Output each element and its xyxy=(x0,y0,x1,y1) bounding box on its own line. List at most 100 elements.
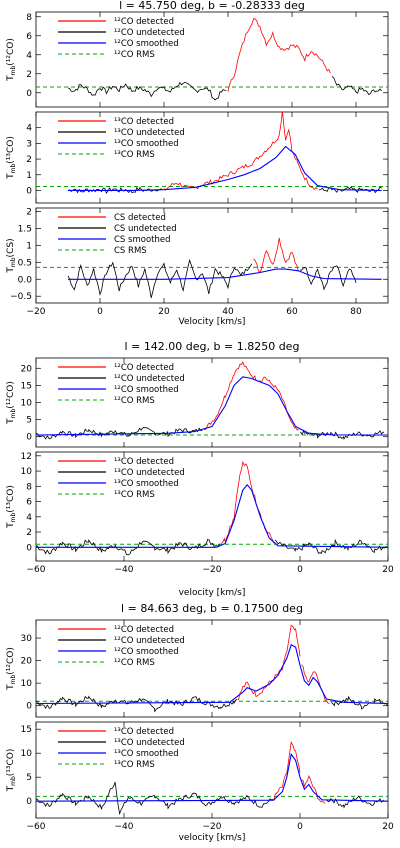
legend-label: ¹³CO RMS xyxy=(114,760,155,770)
legend-label: ¹³CO smoothed xyxy=(114,749,179,759)
y-tick-label: 1.5 xyxy=(18,224,32,234)
x-tick-label: 80 xyxy=(350,307,362,317)
legend-label: ¹²CO smoothed xyxy=(114,647,179,657)
legend-label: ¹²CO RMS xyxy=(114,50,155,60)
x-tick-label: 20 xyxy=(382,565,394,575)
y-tick-label: 4 xyxy=(26,513,32,523)
y-axis-label: Tmb(¹²CO) xyxy=(6,38,17,82)
x-tick-label: 60 xyxy=(286,307,298,317)
y-tick-label: 12 xyxy=(21,452,32,462)
x-tick-label: 0 xyxy=(297,565,303,575)
panel-frame xyxy=(35,111,389,204)
chart-1: l = 45.750 deg, b = -0.28333 deg 0 2 4 6 8 Tmb… xyxy=(6,0,389,327)
y-axis-label: Tmb(¹³CO) xyxy=(6,749,17,793)
x-axis-label: Velocity [km/s] xyxy=(179,317,246,327)
spectrum-detected xyxy=(238,624,330,704)
x-tick-label: −60 xyxy=(27,822,46,832)
x-tick-label: 20 xyxy=(382,822,394,832)
panel-frame xyxy=(35,721,389,819)
spectrum-undetected xyxy=(36,782,384,816)
y-tick-label: 0 xyxy=(26,433,32,443)
legend-label: ¹³CO RMS xyxy=(114,150,155,160)
x-tick-label: −20 xyxy=(203,565,222,575)
y-axis-label: Tmb(CS) xyxy=(6,238,17,273)
y-tick-label: 8 xyxy=(26,482,32,492)
spectrum-undetected xyxy=(36,427,384,441)
legend-label: CS smoothed xyxy=(114,235,171,245)
y-tick-label: 6 xyxy=(26,498,32,508)
y-tick-label: 4 xyxy=(26,51,32,61)
chart-title: l = 84.663 deg, b = 0.17500 deg xyxy=(121,602,303,615)
y-tick-label: 0 xyxy=(26,543,32,553)
y-axis-label: Tmb(¹²CO) xyxy=(6,381,17,425)
y-tick-label: 10 xyxy=(21,679,33,689)
y-tick-label: 8 xyxy=(26,13,32,23)
x-axis-label: velocity [km/s] xyxy=(179,588,246,598)
y-tick-label: 20 xyxy=(21,364,33,374)
x-tick-label: 20 xyxy=(158,307,170,317)
panel-frame xyxy=(35,207,389,304)
x-axis-label: velocity [km/s] xyxy=(179,833,246,843)
y-axis-label: Tmb(¹²CO) xyxy=(6,647,17,691)
legend-label: ¹²CO detected xyxy=(114,17,174,27)
plot-area xyxy=(36,460,388,556)
spectrum-detected xyxy=(273,740,326,804)
legend-label: ¹³CO undetected xyxy=(114,128,185,138)
spectrum-detected xyxy=(253,237,299,274)
y-tick-label: 10 xyxy=(21,749,33,759)
y-tick-label: 1 xyxy=(26,171,32,181)
y-tick-label: 15 xyxy=(21,381,32,391)
legend-label: ¹²CO smoothed xyxy=(114,385,179,395)
y-tick-label: 0 xyxy=(26,89,32,99)
y-tick-label: 0.0 xyxy=(18,275,33,285)
spectrum-smoothed xyxy=(36,644,388,705)
y-axis-label: Tmb(¹³CO) xyxy=(6,136,17,180)
spectrum-undetected xyxy=(36,695,388,713)
plot-area xyxy=(36,361,388,441)
legend-label: ¹³CO smoothed xyxy=(114,139,179,149)
spectrum-undetected xyxy=(67,76,382,101)
spectrum-smoothed xyxy=(36,752,388,802)
y-tick-label: 5 xyxy=(26,773,32,783)
legend-label: CS undetected xyxy=(114,224,177,234)
legend-label: ¹³CO smoothed xyxy=(114,479,179,489)
legend-label: CS detected xyxy=(114,213,166,223)
y-tick-label: 6 xyxy=(26,32,32,42)
y-tick-label: 4 xyxy=(26,124,32,134)
legend-label: ¹³CO undetected xyxy=(114,468,185,478)
y-tick-label: 0.5 xyxy=(18,258,32,268)
legend-label: ¹²CO smoothed xyxy=(114,39,179,49)
plot-area xyxy=(36,624,388,713)
x-tick-label: 40 xyxy=(222,307,234,317)
y-tick-label: 0 xyxy=(26,186,32,196)
x-tick-label: −40 xyxy=(115,822,134,832)
legend-label: ¹²CO RMS xyxy=(114,658,155,668)
x-tick-label: −20 xyxy=(27,307,46,317)
chart-2: l = 142.00 deg, b = 1.8250 deg05101520Tm… xyxy=(6,340,394,598)
spectrum-detected xyxy=(163,112,318,191)
plot-area xyxy=(36,17,388,101)
spectrum-smoothed xyxy=(68,145,382,191)
y-axis-label: Tmb(¹³CO) xyxy=(6,485,17,529)
spectrum-detected xyxy=(203,361,299,431)
y-tick-label: 15 xyxy=(21,725,32,735)
plot-area xyxy=(36,112,388,194)
y-tick-label: 20 xyxy=(21,657,33,667)
legend-label: ¹³CO detected xyxy=(114,727,174,737)
legend-label: ¹²CO undetected xyxy=(114,636,185,646)
panel-frame xyxy=(35,11,389,108)
y-tick-label: 0 xyxy=(26,702,32,712)
x-tick-label: −60 xyxy=(27,565,46,575)
y-tick-label: 30 xyxy=(21,634,33,644)
legend-label: ¹²CO undetected xyxy=(114,374,185,384)
